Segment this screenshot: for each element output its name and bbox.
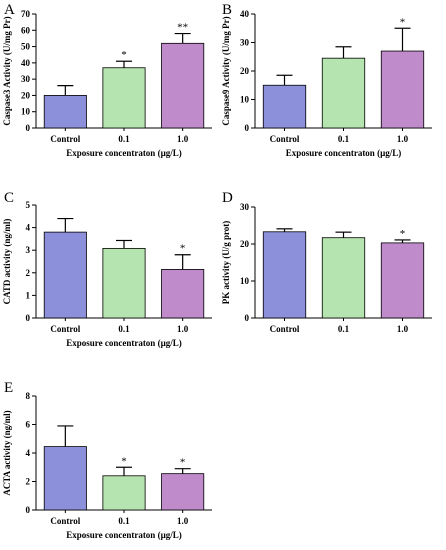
bar-e-2 — [102, 475, 146, 511]
y-axis-label-c: CATD activity (ng/ml) — [2, 219, 12, 305]
x-axis-label-c: Exposure concentraton (µg/L) — [66, 338, 182, 348]
y-tick-label-d: 30 — [240, 202, 250, 212]
y-axis-label-b: Caspase9 Activity (U/mg Pr) — [221, 16, 231, 125]
bar-d-1 — [262, 231, 307, 319]
y-axis-label-a: Caspase3 Activity (U/mg Pr) — [2, 16, 12, 125]
category-label-e-2: 0.1 — [118, 516, 130, 526]
significance-mark-a-3: ** — [177, 22, 188, 34]
category-label-d-3: 1.0 — [397, 324, 409, 334]
y-tick-label-d: 10 — [240, 276, 250, 286]
y-tick-label-a: 40 — [21, 58, 31, 68]
panel-letter-a: A — [4, 2, 15, 18]
y-tick-label-a: 30 — [21, 74, 31, 84]
y-tick-label-e: 4 — [26, 448, 31, 458]
y-tick-label-b: 40 — [240, 9, 250, 19]
category-label-b-3: 1.0 — [397, 134, 409, 144]
y-tick-label-e: 2 — [26, 477, 31, 487]
category-label-c-3: 1.0 — [177, 324, 189, 334]
panel-letter-b: B — [222, 2, 232, 18]
bar-a-1 — [43, 95, 87, 129]
y-tick-label-a: 0 — [26, 123, 31, 133]
significance-mark-a-2: * — [121, 49, 127, 61]
y-tick-label-e: 8 — [26, 391, 31, 401]
panel-letter-e: E — [4, 380, 13, 396]
category-label-b-1: Control — [270, 134, 300, 144]
y-tick-label-c: 2 — [26, 268, 31, 278]
category-label-a-1: Control — [50, 134, 80, 144]
y-tick-label-d: 20 — [240, 239, 250, 249]
y-tick-label-c: 4 — [26, 223, 31, 233]
bar-c-1 — [43, 231, 87, 319]
y-tick-label-a: 70 — [21, 9, 31, 19]
significance-mark-e-3: * — [180, 457, 186, 469]
significance-mark-d-3: * — [400, 228, 406, 240]
significance-mark-e-2: * — [121, 455, 127, 467]
y-tick-label-b: 20 — [240, 66, 250, 76]
y-tick-label-c: 1 — [26, 290, 31, 300]
category-label-b-2: 0.1 — [338, 134, 350, 144]
significance-mark-b-3: * — [400, 16, 406, 28]
bar-d-3 — [380, 242, 425, 319]
bar-c-3 — [161, 269, 205, 319]
y-tick-label-c: 0 — [26, 313, 31, 323]
category-label-d-1: Control — [270, 324, 300, 334]
category-label-c-2: 0.1 — [118, 324, 130, 334]
x-axis-label-b: Exposure concentraton (µg/L) — [286, 148, 402, 158]
category-label-c-1: Control — [50, 324, 80, 334]
y-tick-label-c: 5 — [26, 200, 31, 210]
y-tick-label-a: 10 — [21, 107, 31, 117]
y-axis-label-e: ACTA activity (ng/ml) — [2, 410, 12, 495]
bar-e-3 — [161, 473, 205, 511]
x-axis-label-e: Exposure concentraton (µg/L) — [66, 530, 182, 540]
y-tick-label-b: 0 — [245, 123, 250, 133]
bar-a-3 — [161, 42, 205, 129]
bar-c-2 — [102, 247, 146, 319]
y-tick-label-a: 60 — [21, 25, 31, 35]
category-label-a-2: 0.1 — [118, 134, 130, 144]
bar-b-1 — [262, 84, 307, 129]
category-label-e-1: Control — [50, 516, 80, 526]
y-tick-label-b: 30 — [240, 38, 250, 48]
bar-a-2 — [102, 67, 146, 129]
panel-letter-d: D — [222, 190, 233, 206]
y-tick-label-e: 6 — [26, 420, 31, 430]
bar-e-1 — [43, 446, 87, 511]
y-tick-label-b: 10 — [240, 95, 250, 105]
y-tick-label-a: 20 — [21, 90, 31, 100]
y-axis-label-d: PK activity (U/g prot) — [221, 221, 231, 305]
category-label-d-2: 0.1 — [338, 324, 350, 334]
panel-letter-c: C — [4, 190, 14, 206]
y-tick-label-c: 3 — [26, 245, 31, 255]
bar-b-2 — [321, 57, 366, 129]
bar-b-3 — [380, 50, 425, 129]
category-label-e-3: 1.0 — [177, 516, 189, 526]
bar-d-2 — [321, 237, 366, 319]
y-tick-label-a: 50 — [21, 42, 31, 52]
category-label-a-3: 1.0 — [177, 134, 189, 144]
x-axis-label-a: Exposure concentraton (µg/L) — [66, 148, 182, 158]
y-tick-label-d: 0 — [245, 313, 250, 323]
y-tick-label-e: 0 — [26, 505, 31, 515]
significance-mark-c-3: * — [180, 243, 186, 255]
